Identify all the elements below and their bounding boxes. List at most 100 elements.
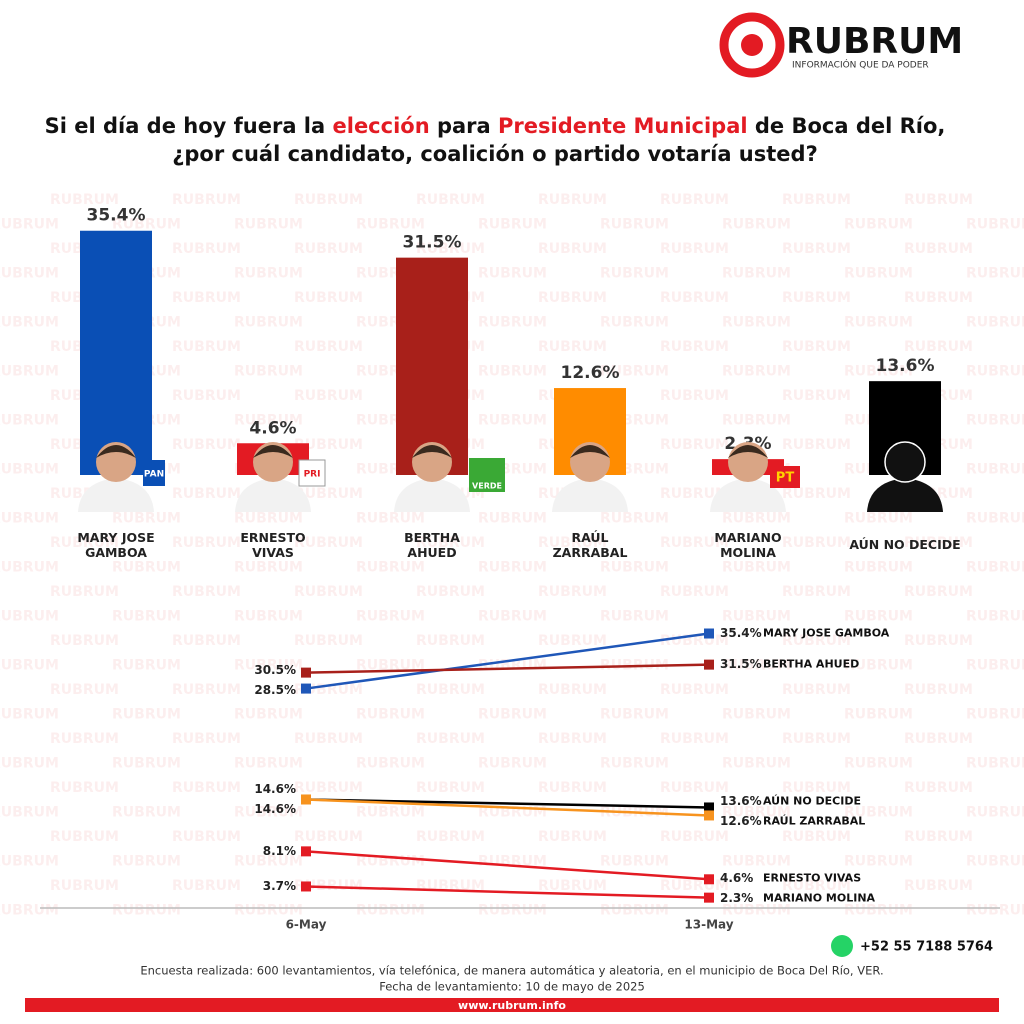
watermark-text: RUBRUM (538, 584, 607, 600)
series-name: MARIANO MOLINA (763, 891, 876, 904)
photo-shoulders (394, 478, 470, 512)
watermark-text: RUBRUM (416, 780, 485, 796)
watermark-text: RUBRUM (600, 266, 669, 282)
badge-text: PRI (304, 470, 321, 480)
series-name: RAÚL ZARRABAL (763, 814, 865, 827)
watermark-text: RUBRUM (478, 413, 547, 429)
watermark-text: RUBRUM (112, 217, 181, 233)
badge (469, 458, 505, 492)
point (301, 794, 311, 805)
point-label: 12.6% (720, 814, 762, 828)
title-part: Presidente Municipal (498, 114, 748, 138)
watermark-text: RUBRUM (416, 633, 485, 649)
watermark-text: RUBRUM (722, 903, 791, 919)
point-label: 4.6% (720, 871, 753, 885)
watermark-text: RUBRUM (844, 903, 913, 919)
series-line (305, 885, 710, 899)
watermark-text: RUBRUM (478, 315, 547, 331)
point (704, 628, 714, 639)
watermark-text: RUBRUM (660, 437, 729, 453)
series-name: ERNESTO VIVAS (763, 871, 861, 884)
watermark-text: RUBRUM (234, 364, 303, 380)
watermark-text: RUBRUM (172, 633, 241, 649)
point (301, 683, 311, 694)
watermark-text: RUBRUM (478, 217, 547, 233)
watermark-text: RUBRUM (0, 756, 59, 772)
watermark-text: RUBRUM (722, 805, 791, 821)
watermark-text: RUBRUM (50, 829, 119, 845)
category-label: MARIANO MOLINA (714, 530, 781, 560)
category-label: RAÚL ZARRABAL (553, 530, 628, 560)
watermark-text: RUBRUM (782, 388, 851, 404)
watermark-text: RUBRUM (904, 731, 973, 747)
watermark-text: RUBRUM (538, 633, 607, 649)
watermark-text: RUBRUM (478, 266, 547, 282)
watermark-text: RUBRUM (904, 535, 973, 551)
category-label-line: ZARRABAL (553, 545, 628, 560)
category-label-line: ERNESTO (240, 530, 305, 545)
watermark-text: RUBRUM (172, 731, 241, 747)
watermark-text: RUBRUM (538, 829, 607, 845)
photo-hair (570, 445, 610, 458)
photo-shoulders (710, 478, 786, 512)
watermark-text: RUBRUM (112, 707, 181, 723)
photo-hair (96, 445, 136, 458)
watermark-text: RUBRUM (234, 707, 303, 723)
watermark-text: RUBRUM (294, 192, 363, 208)
watermark-text: RUBRUM (416, 584, 485, 600)
series-name: MARY JOSE GAMBOA (763, 627, 890, 640)
photo-hair (728, 445, 768, 458)
point (301, 881, 311, 892)
watermark-text: RUBRUM (600, 364, 669, 380)
point-label: 3.7% (263, 879, 296, 893)
watermark-text: RUBRUM (904, 339, 973, 355)
watermark-text: RUBRUM (660, 241, 729, 257)
watermark-text: RUBRUM (234, 217, 303, 233)
category-label-line: BERTHA (404, 530, 460, 545)
watermark-text: RUBRUM (660, 878, 729, 894)
watermark-text: RUBRUM (660, 731, 729, 747)
bar (80, 230, 152, 475)
watermark-text: RUBRUM (600, 903, 669, 919)
watermark-text: RUBRUM (294, 633, 363, 649)
watermark-text: RUBRUM (844, 315, 913, 331)
point-label: 30.5% (254, 663, 296, 677)
watermark-text: RUBRUM (478, 756, 547, 772)
footer-bar (25, 998, 999, 1012)
watermark-text: RUBRUM (416, 682, 485, 698)
series-line (305, 632, 710, 690)
watermark-text: RUBRUM (294, 584, 363, 600)
watermark-text: RUBRUM (478, 364, 547, 380)
point (704, 874, 714, 885)
watermark-text: RUBRUM (0, 462, 59, 478)
watermark-text: RUBRUM (722, 511, 791, 527)
watermark-text: RUBRUM (600, 315, 669, 331)
watermark-text: RUBRUM (356, 903, 425, 919)
watermark-text: RUBRUM (112, 854, 181, 870)
watermark-text: RUBRUM (782, 290, 851, 306)
watermark-text: RUBRUM (844, 805, 913, 821)
watermark-text: RUBRUM (966, 462, 1024, 478)
watermark-text: RUBRUM (416, 829, 485, 845)
category-label: BERTHA AHUED (404, 530, 460, 560)
url: www.rubrum.info (458, 999, 566, 1012)
watermark-text: RUBRUM (234, 756, 303, 772)
watermark-text: RUBRUM (538, 192, 607, 208)
title-part: para (430, 114, 498, 138)
watermark-text: RUBRUM (660, 486, 729, 502)
badge-text: PAN (144, 470, 164, 480)
title-part: elección (333, 114, 430, 138)
watermark-text: RUBRUM (356, 609, 425, 625)
watermark-text: RUBRUM (782, 780, 851, 796)
photo-hair (253, 445, 293, 458)
badge (298, 459, 326, 487)
watermark-text: RUBRUM (538, 682, 607, 698)
watermark-text: RUBRUM (172, 584, 241, 600)
photo-hair (412, 445, 452, 458)
photo-shoulders (235, 478, 311, 512)
watermark-text: RUBRUM (782, 339, 851, 355)
note: Encuesta realizada: 600 levantamientos, … (140, 964, 883, 978)
watermark-text: RUBRUM (966, 805, 1024, 821)
watermark-text: RUBRUM (294, 535, 363, 551)
watermark-text: RUBRUM (172, 290, 241, 306)
